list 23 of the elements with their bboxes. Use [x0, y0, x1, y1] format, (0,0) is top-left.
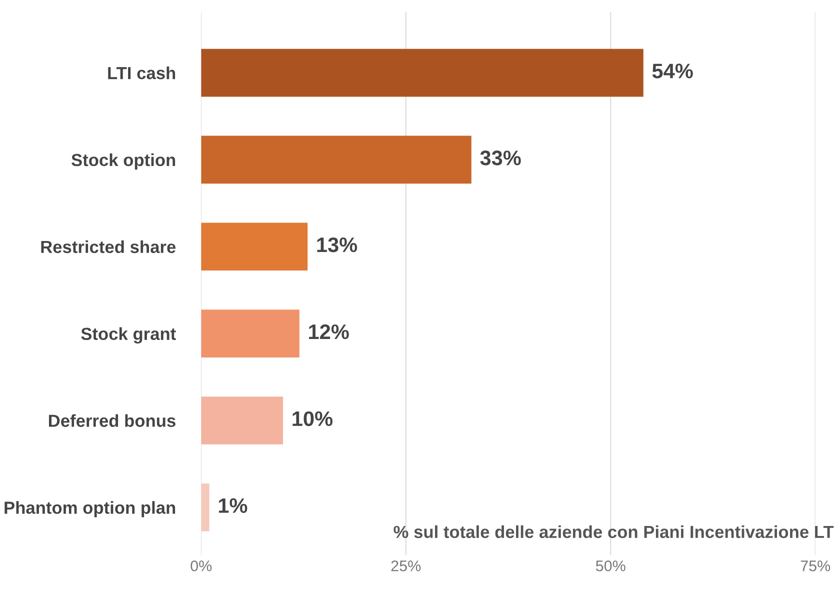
bar — [201, 48, 644, 97]
data-label: 1% — [218, 498, 248, 513]
bar — [201, 310, 300, 358]
x-axis-title: % sul totale delle aziende con Piani Incentivazione LT — [394, 525, 834, 538]
x-tick-label: 50% — [596, 560, 626, 572]
bar — [201, 396, 284, 444]
bar — [201, 136, 472, 184]
data-label: 13% — [317, 237, 358, 252]
x-tick-label: 25% — [391, 560, 421, 572]
y-tick-label: Stock grant — [81, 327, 176, 344]
y-tick-label: LTI cash — [108, 66, 176, 80]
bar — [201, 484, 210, 532]
data-label: 10% — [292, 411, 332, 426]
y-tick-label: Phantom option plan — [4, 501, 176, 518]
data-label: 54% — [652, 64, 693, 78]
bar — [201, 222, 308, 271]
data-label: 12% — [309, 324, 349, 340]
y-tick-label: Stock option — [72, 153, 176, 170]
x-tick-label: 0% — [190, 560, 212, 572]
x-tick-label: 75% — [800, 560, 830, 572]
y-tick-label: Restricted share — [41, 240, 176, 254]
data-label: 33% — [480, 150, 521, 166]
y-tick-label: Deferred bonus — [48, 414, 176, 427]
